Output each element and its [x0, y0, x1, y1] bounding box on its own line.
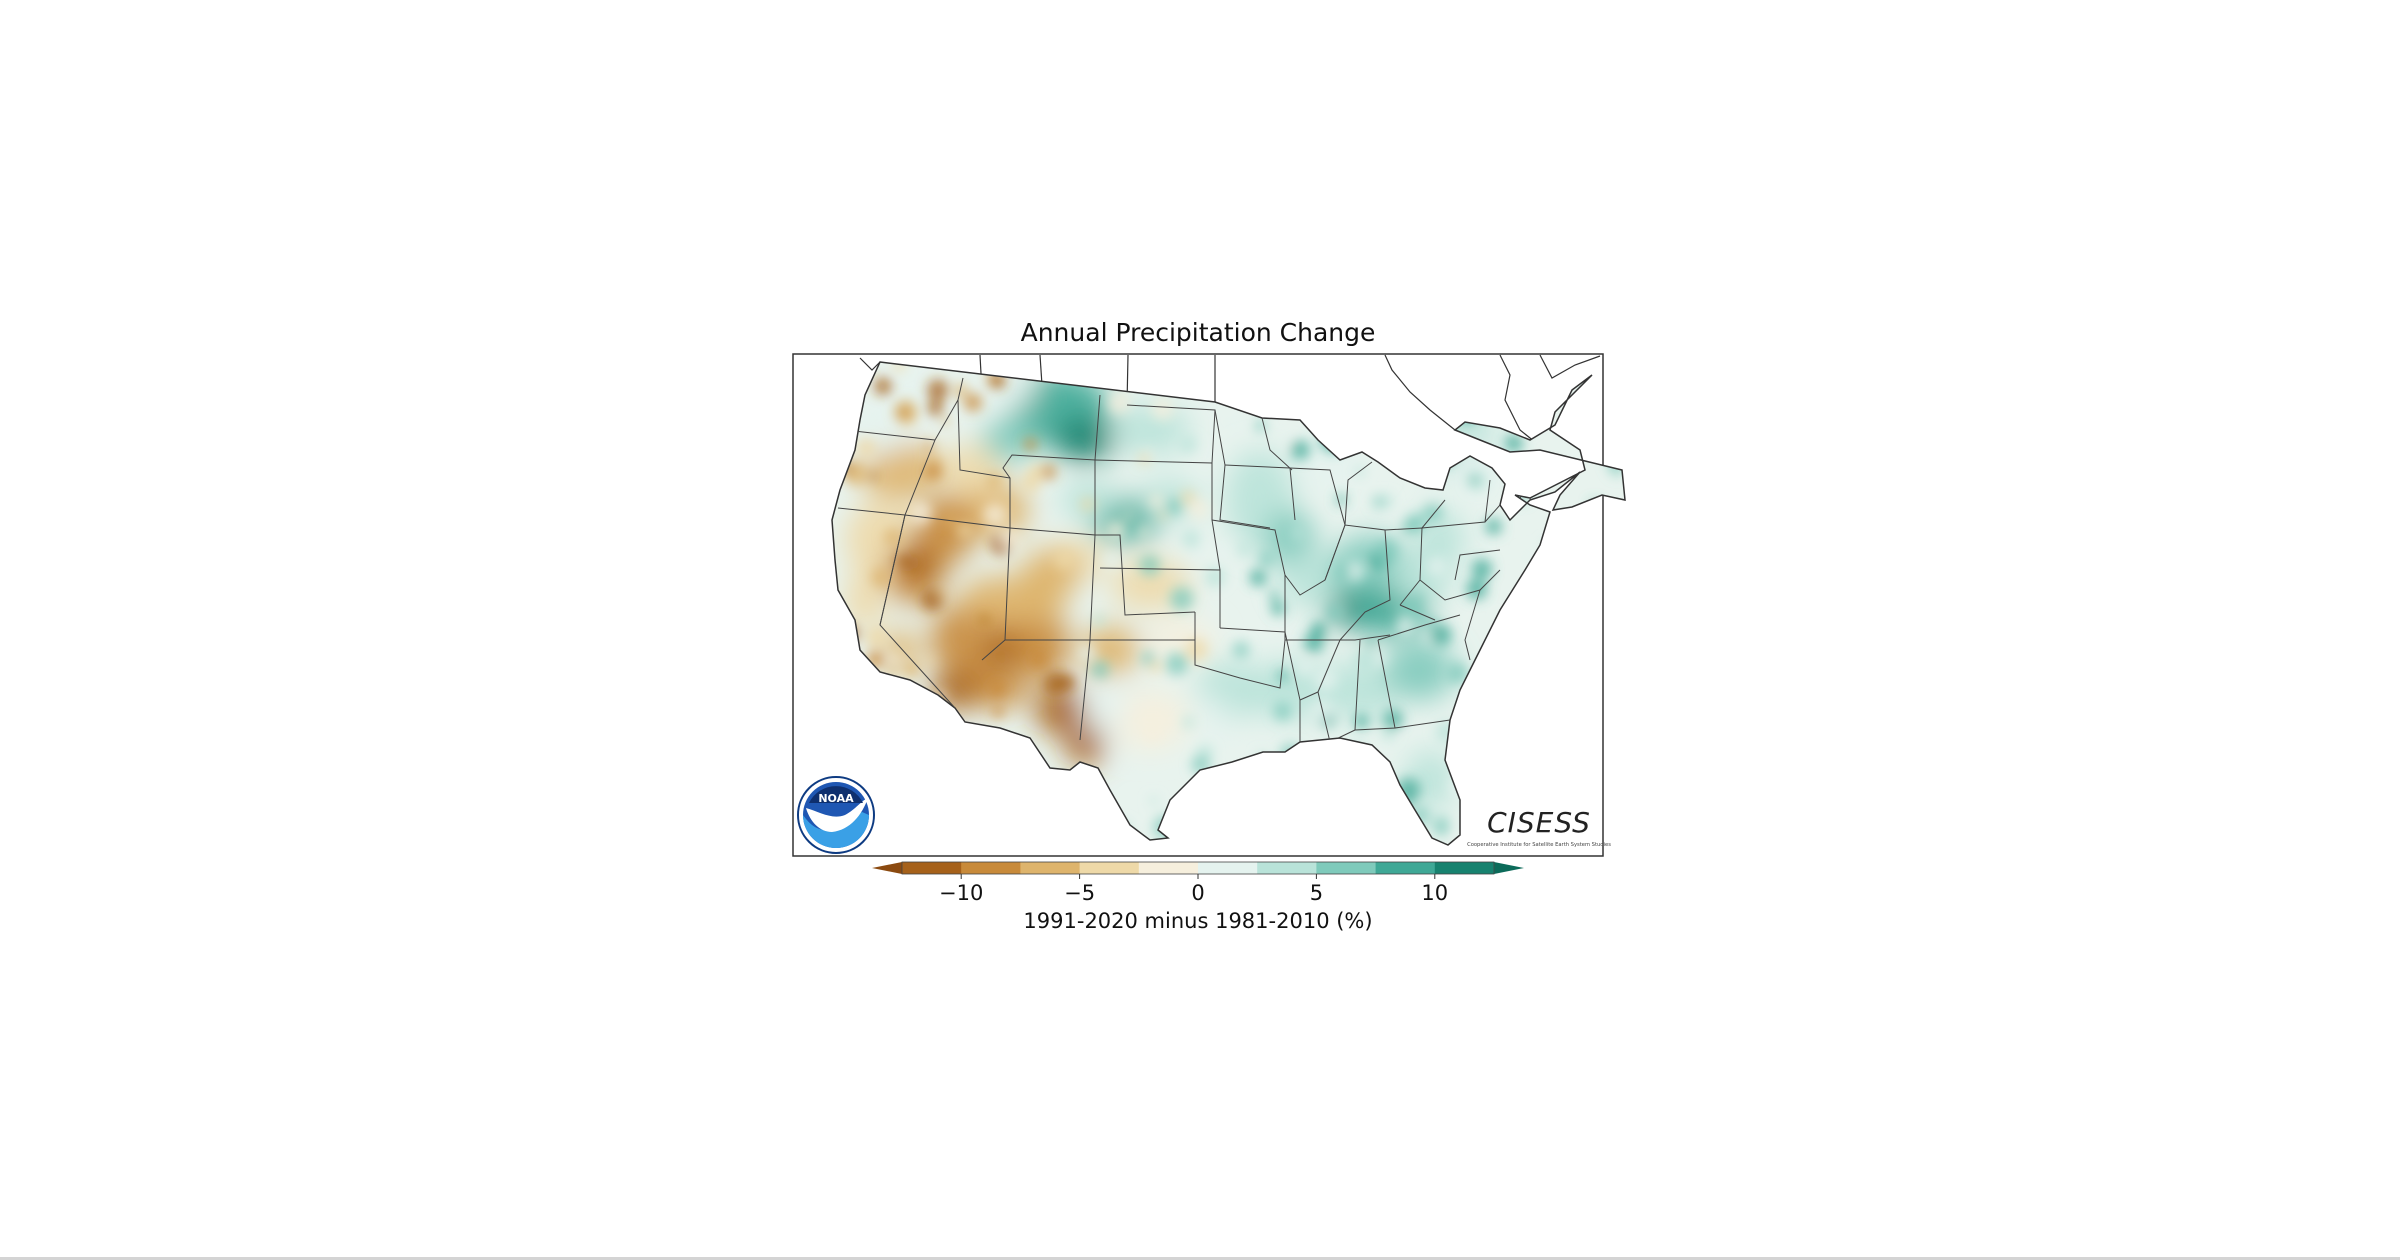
noaa-logo-text: NOAA — [818, 792, 854, 805]
cisess-logo-subtitle: Cooperative Institute for Satellite Eart… — [1467, 842, 1611, 848]
colorbar-tick-label: −10 — [939, 881, 983, 905]
colorbar-tick-label: 0 — [1191, 881, 1204, 905]
state-boundaries — [837, 377, 1541, 743]
colorbar-bin — [961, 862, 1021, 874]
colorbar-bin — [1257, 862, 1317, 874]
map-title: Annual Precipitation Change — [1020, 318, 1376, 347]
conus-outline — [831, 361, 1626, 846]
cisess-logo: CISESS Cooperative Institute for Satelli… — [1467, 806, 1611, 848]
colorbar: −10 −5 0 5 10 — [872, 861, 1524, 905]
bottom-rule — [0, 1257, 2400, 1260]
colorbar-bin — [1138, 862, 1199, 874]
colorbar-bin — [1375, 862, 1436, 874]
colorbar-tick-label: 5 — [1310, 881, 1323, 905]
colorbar-bin — [1020, 862, 1081, 874]
colorbar-bin — [1198, 862, 1258, 874]
colorbar-extend-low — [872, 862, 902, 874]
colorbar-tick-label: −5 — [1064, 881, 1095, 905]
colorbar-bin — [902, 862, 962, 874]
colorbar-extend-high — [1494, 862, 1524, 874]
noaa-logo: NOAA — [797, 776, 875, 854]
colorbar-label: 1991-2020 minus 1981-2010 (%) — [1023, 909, 1372, 933]
colorbar-bin — [1316, 862, 1377, 874]
colorbar-bin — [1434, 862, 1495, 874]
colorbar-tick-label: 10 — [1421, 881, 1448, 905]
colorbar-bin — [1079, 862, 1140, 874]
cisess-logo-text: CISESS — [1487, 806, 1591, 839]
